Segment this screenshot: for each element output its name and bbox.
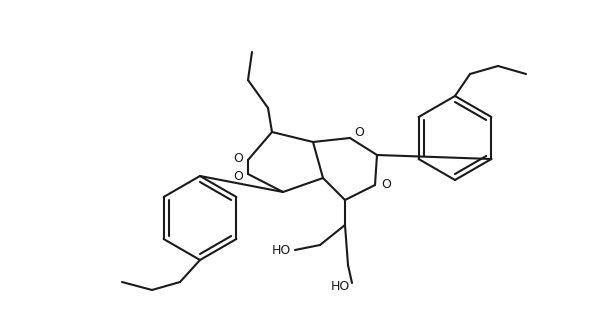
Text: HO: HO [331, 280, 350, 293]
Text: O: O [354, 126, 364, 140]
Text: O: O [233, 169, 243, 182]
Text: O: O [233, 152, 243, 165]
Text: HO: HO [271, 244, 291, 257]
Text: O: O [381, 179, 391, 191]
